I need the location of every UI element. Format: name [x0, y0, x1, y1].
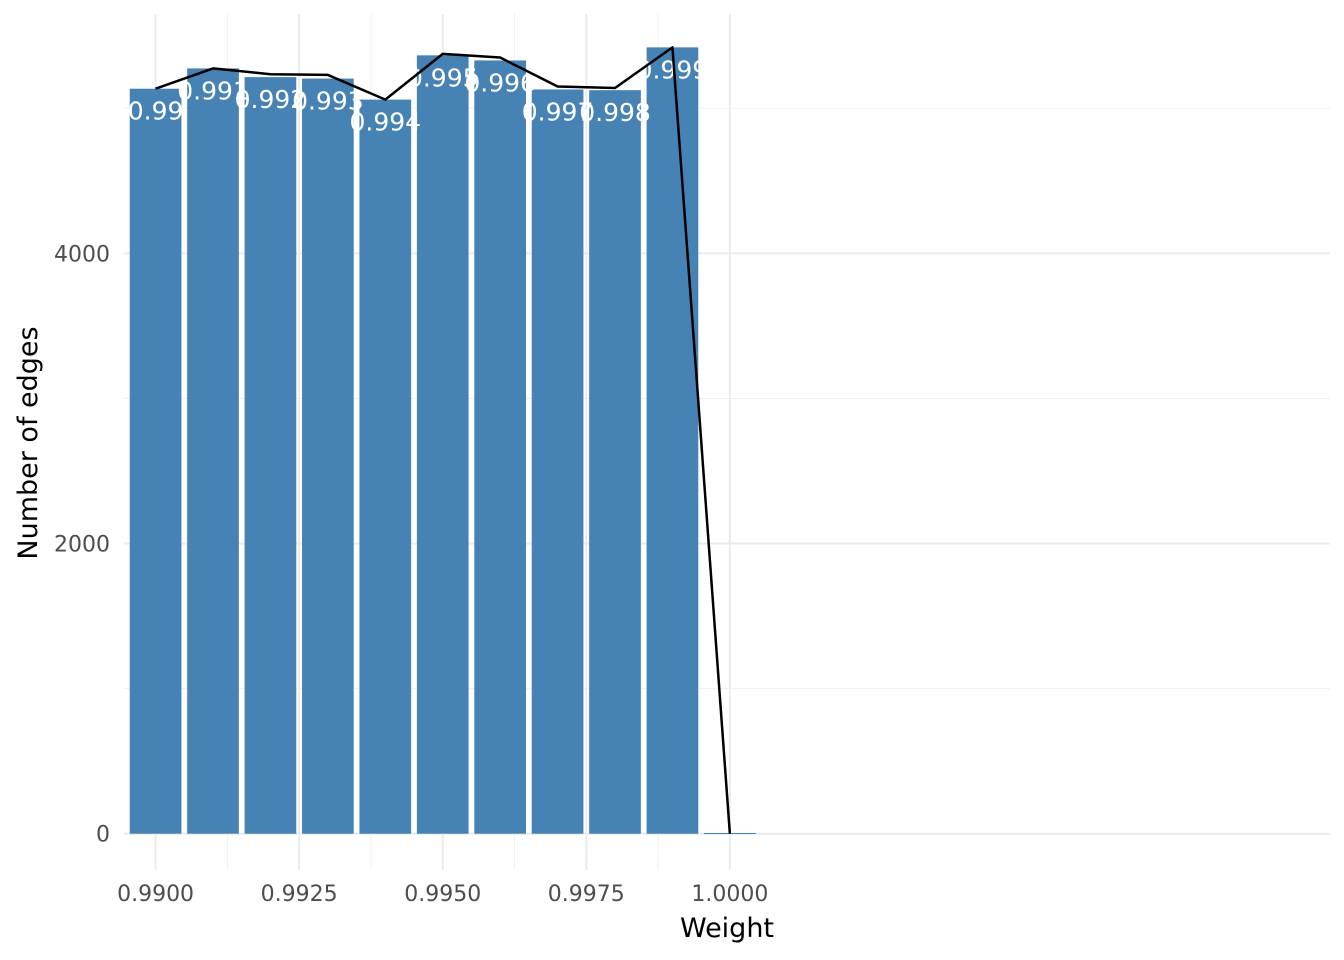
bar [244, 77, 297, 834]
trend-line-group [155, 46, 732, 834]
bar [646, 47, 699, 834]
bar-label: 0.996 [464, 68, 536, 97]
bar-label: 0.992 [235, 85, 307, 114]
x-tick-labels: 0.9900 0.9925 0.9950 0.9975 1.0000 [117, 882, 768, 907]
x-tick-label: 0.9950 [404, 882, 481, 907]
bar [359, 99, 412, 834]
bar-label: 0.994 [350, 108, 422, 137]
y-axis-title: Number of edges [13, 326, 44, 559]
bar [531, 89, 584, 834]
bars [129, 47, 756, 835]
x-tick-label: 0.9900 [117, 882, 194, 907]
bar [129, 88, 182, 834]
y-tick-label: 2000 [54, 533, 110, 558]
bar-label: 0.998 [579, 98, 651, 127]
x-tick-label: 0.9975 [548, 882, 625, 907]
x-tick-label: 0.9925 [261, 882, 338, 907]
x-tick-label: 1.0000 [691, 882, 768, 907]
bar-label: 0.991 [177, 76, 249, 105]
bar-label: 0.99 [128, 97, 184, 126]
x-axis-title: Weight [680, 913, 774, 944]
y-tick-label: 0 [96, 823, 110, 848]
bar [474, 60, 526, 834]
y-tick-label: 4000 [54, 242, 110, 267]
bar [187, 68, 239, 834]
y-tick-labels: 0 2000 4000 [54, 242, 110, 847]
bar [416, 55, 469, 834]
bar-label: 0.997 [522, 97, 594, 126]
bar [589, 90, 641, 834]
bar-label: 0.993 [292, 87, 364, 116]
bar-label: 0.995 [407, 63, 479, 92]
trend-line [155, 46, 732, 834]
bar [302, 78, 354, 834]
